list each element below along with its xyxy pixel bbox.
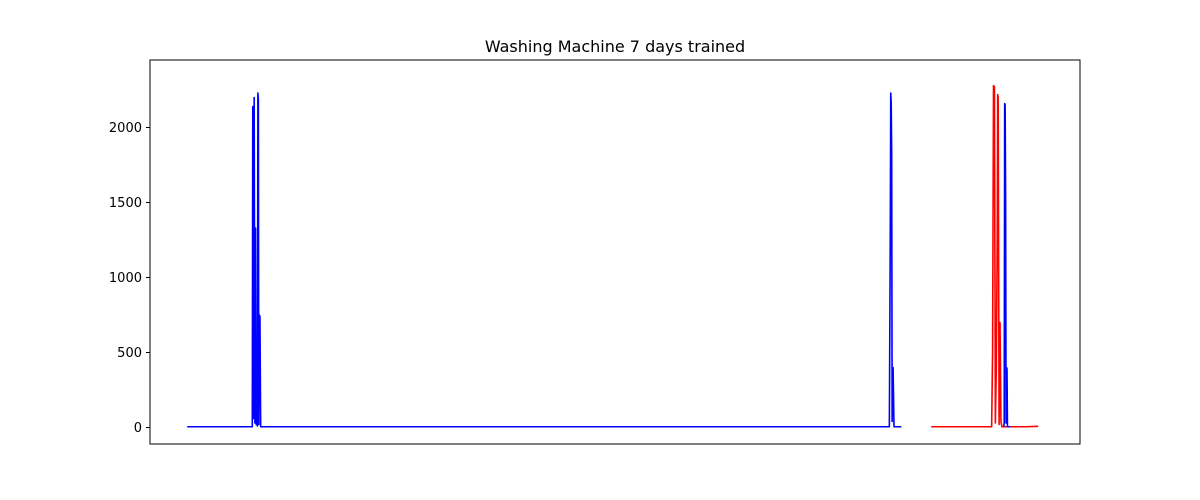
y-tick-label: 1000: [109, 271, 142, 286]
y-axis-ticks: 0 500 1000 1500 2000: [109, 121, 150, 436]
y-tick-label: 2000: [109, 121, 142, 136]
plot-lines: [187, 84, 1039, 428]
series-line-1: [187, 92, 902, 428]
chart-title: Washing Machine 7 days trained: [485, 37, 745, 56]
series-line-2: [931, 84, 1039, 428]
y-tick-label: 0: [134, 421, 142, 436]
plot-frame: [149, 59, 1081, 445]
y-tick-label: 1500: [109, 196, 142, 211]
series-line-3: [1002, 102, 1011, 428]
y-tick-label: 500: [117, 346, 142, 361]
